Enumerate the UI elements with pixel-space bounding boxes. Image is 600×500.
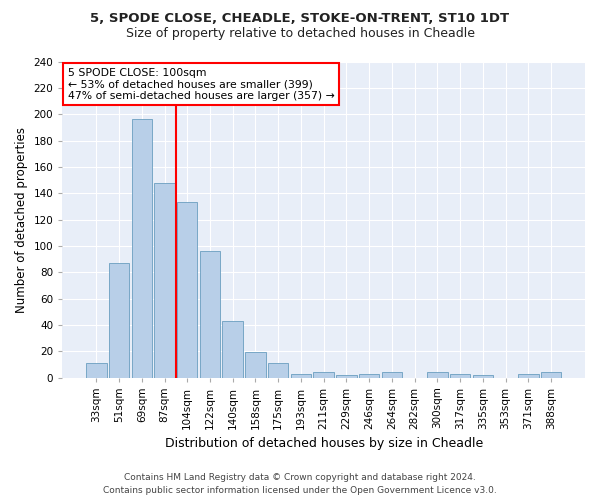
Bar — [382, 372, 402, 378]
Text: Contains HM Land Registry data © Crown copyright and database right 2024.
Contai: Contains HM Land Registry data © Crown c… — [103, 474, 497, 495]
Bar — [177, 202, 197, 378]
Bar — [86, 363, 107, 378]
Bar — [359, 374, 379, 378]
Bar — [427, 372, 448, 378]
Text: Size of property relative to detached houses in Cheadle: Size of property relative to detached ho… — [125, 28, 475, 40]
Bar — [154, 182, 175, 378]
Bar — [109, 263, 129, 378]
Text: 5, SPODE CLOSE, CHEADLE, STOKE-ON-TRENT, ST10 1DT: 5, SPODE CLOSE, CHEADLE, STOKE-ON-TRENT,… — [91, 12, 509, 26]
X-axis label: Distribution of detached houses by size in Cheadle: Distribution of detached houses by size … — [164, 437, 483, 450]
Bar — [268, 363, 289, 378]
Bar — [518, 374, 539, 378]
Text: 5 SPODE CLOSE: 100sqm
← 53% of detached houses are smaller (399)
47% of semi-det: 5 SPODE CLOSE: 100sqm ← 53% of detached … — [68, 68, 334, 101]
Bar — [200, 251, 220, 378]
Y-axis label: Number of detached properties: Number of detached properties — [15, 126, 28, 312]
Bar — [245, 352, 266, 378]
Bar — [131, 120, 152, 378]
Bar — [473, 375, 493, 378]
Bar — [313, 372, 334, 378]
Bar — [541, 372, 561, 378]
Bar — [223, 321, 243, 378]
Bar — [450, 374, 470, 378]
Bar — [336, 375, 356, 378]
Bar — [291, 374, 311, 378]
